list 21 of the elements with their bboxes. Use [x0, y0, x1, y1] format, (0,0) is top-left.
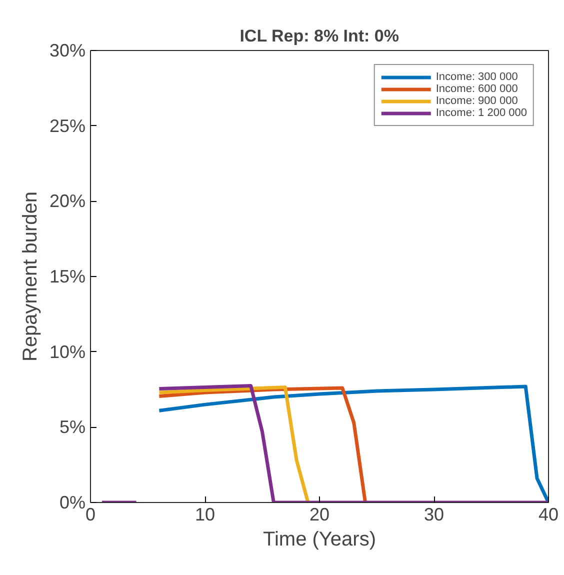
y-tick-label: 10%	[49, 342, 86, 362]
y-tick-label: 0%	[59, 492, 86, 512]
y-tick-label: 25%	[49, 116, 86, 136]
legend-label: Income: 1 200 000	[436, 107, 527, 119]
line-series	[157, 385, 310, 502]
y-tick-label: 5%	[59, 417, 86, 438]
x-tick-label: 10	[194, 504, 216, 524]
x-axis-title: Time (Years)	[263, 528, 376, 550]
x-tick-label: 30	[424, 504, 444, 524]
legend-label: Income: 600 000	[436, 83, 518, 95]
y-axis-title: Repayment burden	[19, 191, 42, 362]
legend-label: Income: 300 000	[436, 71, 518, 83]
legend-label: Income: 900 000	[436, 95, 518, 107]
chart-title: ICL Rep: 8% Int: 0%	[240, 26, 400, 46]
x-tick-label: 0	[85, 504, 96, 524]
y-tick-label: 30%	[49, 40, 86, 60]
line-series	[157, 386, 368, 502]
y-tick-label: 15%	[49, 266, 86, 286]
y-tick-label: 20%	[49, 191, 86, 212]
x-tick-label: 20	[309, 504, 330, 524]
x-tick-label: 40	[538, 504, 559, 524]
